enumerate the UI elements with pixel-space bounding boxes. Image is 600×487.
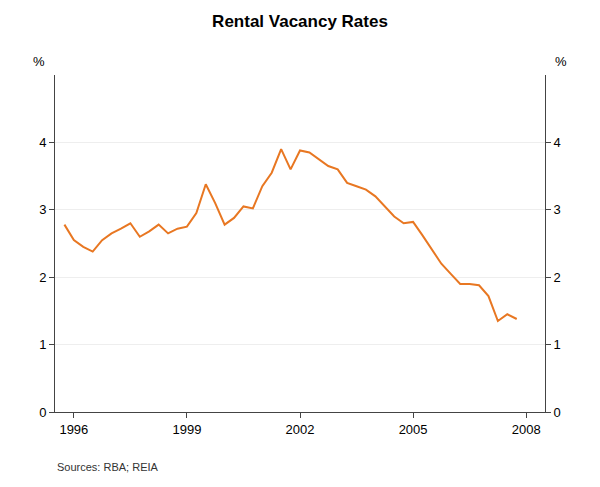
svg-text:1: 1: [554, 337, 561, 352]
svg-text:1999: 1999: [172, 422, 201, 437]
svg-text:1996: 1996: [59, 422, 88, 437]
svg-text:2: 2: [554, 270, 561, 285]
svg-text:Sources: RBA; REIA: Sources: RBA; REIA: [57, 461, 159, 473]
svg-text:2002: 2002: [286, 422, 315, 437]
svg-text:4: 4: [39, 135, 46, 150]
svg-text:%: %: [33, 54, 45, 69]
svg-text:Rental Vacancy Rates: Rental Vacancy Rates: [212, 12, 388, 31]
svg-text:3: 3: [554, 202, 561, 217]
svg-text:%: %: [555, 54, 567, 69]
svg-text:1: 1: [39, 337, 46, 352]
svg-text:0: 0: [554, 405, 561, 420]
svg-text:3: 3: [39, 202, 46, 217]
svg-text:0: 0: [39, 405, 46, 420]
svg-text:4: 4: [554, 135, 561, 150]
svg-text:2005: 2005: [399, 422, 428, 437]
svg-text:2008: 2008: [512, 422, 541, 437]
svg-text:2: 2: [39, 270, 46, 285]
